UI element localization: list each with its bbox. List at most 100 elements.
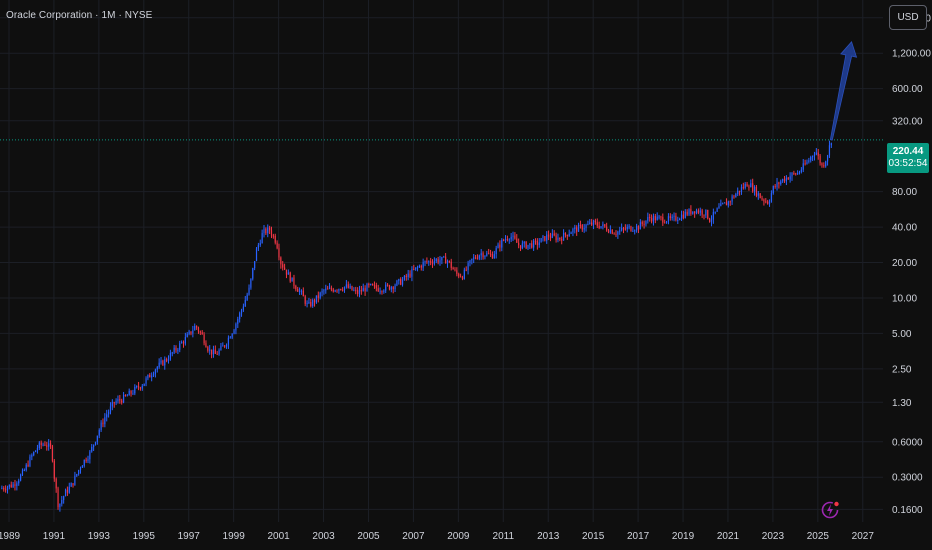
candle-body — [128, 390, 130, 396]
candle-body — [759, 193, 761, 199]
candle-body — [224, 345, 226, 347]
y-tick-label: 20.00 — [892, 258, 917, 269]
candle-body — [426, 261, 428, 263]
x-tick-label: 2023 — [762, 531, 785, 542]
candle-body — [750, 183, 752, 188]
candle-body — [358, 290, 361, 294]
x-tick-label: 1999 — [223, 531, 246, 542]
candle-body — [42, 444, 44, 446]
candle-body — [381, 291, 383, 293]
candle-body — [604, 224, 606, 227]
candle-body — [454, 269, 456, 271]
candle-body — [94, 441, 97, 445]
candle-body — [445, 256, 447, 264]
candle-body — [210, 349, 213, 355]
candle-body — [379, 291, 381, 293]
candle-body — [579, 224, 582, 226]
candle-body — [695, 210, 698, 214]
candle-body — [158, 362, 160, 368]
candle-body — [461, 276, 464, 279]
candle-body — [628, 226, 630, 228]
candle-body — [411, 269, 413, 277]
last-price-value: 220.44 — [892, 146, 924, 157]
candle-body — [568, 233, 570, 237]
candle-body — [375, 285, 377, 289]
candle-body — [349, 286, 351, 288]
candle-body — [731, 196, 733, 202]
candle-body — [738, 190, 741, 192]
candle-body — [755, 186, 758, 196]
candle-body — [742, 187, 744, 189]
candle-body — [209, 349, 211, 351]
candle-body — [119, 399, 121, 401]
candle-body — [342, 289, 344, 291]
candle-body — [44, 444, 46, 446]
candle-body — [23, 469, 25, 471]
candle-body — [692, 211, 694, 214]
candle-body — [551, 233, 553, 238]
candle-body — [407, 273, 409, 278]
candle-body — [46, 445, 48, 447]
lightning-replay-icon[interactable] — [820, 500, 840, 520]
candle-body — [658, 216, 660, 218]
candle-body — [124, 394, 127, 396]
candle-body — [606, 226, 608, 231]
candle-body — [166, 359, 168, 361]
candle-body — [51, 446, 54, 461]
candle-body — [585, 224, 587, 229]
x-tick-label: 2003 — [312, 531, 335, 542]
candle-body — [102, 422, 104, 425]
candle-body — [581, 225, 583, 230]
candle-body — [694, 211, 696, 214]
candle-body — [418, 265, 421, 268]
candles — [1, 140, 832, 512]
candle-body — [493, 254, 495, 259]
candle-body — [113, 402, 115, 404]
candle-body — [321, 291, 323, 293]
candle-body — [91, 446, 93, 452]
candle-body — [274, 235, 276, 243]
candle-body — [503, 239, 505, 241]
y-tick-label: 2.50 — [892, 364, 912, 375]
candle-body — [235, 323, 237, 331]
candle-body — [482, 253, 484, 258]
currency-button[interactable]: USD — [889, 5, 927, 30]
candle-body — [79, 467, 82, 471]
candle-body — [66, 489, 69, 493]
candle-body — [469, 260, 471, 264]
candle-body — [49, 443, 52, 447]
candle-body — [233, 330, 235, 334]
candle-body — [334, 290, 336, 292]
candle-body — [59, 503, 61, 508]
candle-body — [534, 240, 537, 242]
candle-body — [518, 242, 520, 246]
candle-body — [252, 268, 254, 279]
candle-body — [538, 242, 540, 246]
candle-body — [422, 262, 424, 268]
candle-body — [383, 290, 385, 292]
candle-body — [669, 216, 671, 219]
candle-body — [559, 237, 561, 240]
symbol-legend[interactable]: Oracle Corporation · 1M · NYSE — [6, 10, 153, 21]
x-tick-label: 2019 — [672, 531, 695, 542]
candle-body — [111, 402, 113, 407]
candle-body — [205, 343, 207, 348]
candle-body — [21, 470, 24, 475]
candle-body — [815, 152, 817, 155]
candle-body — [664, 222, 666, 224]
candle-body — [665, 221, 668, 223]
candle-body — [81, 465, 83, 468]
candle-body — [566, 234, 568, 237]
candle-body — [336, 290, 338, 292]
price-axis[interactable]: 2,400.001,200.00600.00320.0080.0040.0020… — [883, 0, 932, 550]
time-axis[interactable]: 1989 1991 1993 1995 1997 1999 2001 2003 2005 2007… — [0, 522, 932, 550]
candle-body — [718, 206, 720, 209]
candle-body — [225, 344, 228, 347]
candle-body — [231, 333, 233, 338]
candle-body — [810, 156, 812, 161]
candle-body — [220, 345, 222, 351]
candle-body — [519, 245, 522, 249]
candle-body — [257, 244, 259, 249]
candle-body — [263, 228, 265, 234]
